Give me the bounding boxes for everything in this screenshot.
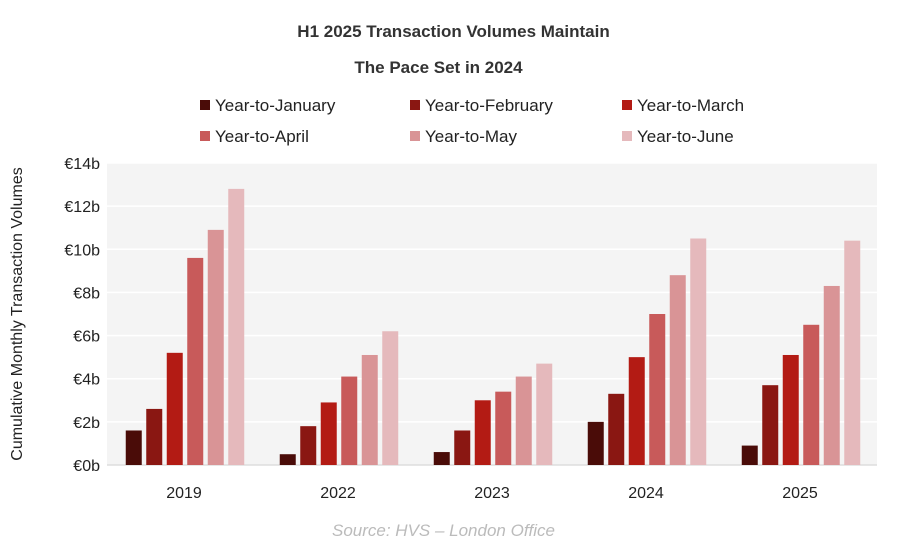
y-tick-label: €2b: [73, 415, 100, 432]
bar-2019-4: [207, 229, 224, 465]
bar-2023-5: [536, 363, 553, 465]
y-axis-label: Cumulative Monthly Transaction Volumes: [9, 167, 26, 460]
legend-swatch: [200, 131, 210, 141]
bar-2022-4: [361, 354, 378, 465]
y-tick-label: €0b: [73, 458, 100, 475]
bar-2024-0: [587, 421, 604, 465]
bar-2024-4: [669, 275, 686, 465]
bar-2025-4: [823, 285, 840, 465]
bar-2022-1: [300, 426, 317, 465]
x-tick-label: 2019: [166, 485, 202, 502]
legend-label: Year-to-March: [637, 96, 744, 115]
bar-2023-3: [495, 391, 512, 465]
bar-2019-0: [125, 430, 142, 465]
x-tick-label: 2023: [474, 485, 510, 502]
x-tick-label: 2022: [320, 485, 356, 502]
legend-swatch: [200, 100, 210, 110]
legend-swatch: [622, 100, 632, 110]
y-tick-label: €10b: [64, 242, 100, 259]
bar-2024-3: [649, 314, 666, 465]
source-note: Source: HVS – London Office: [331, 521, 556, 540]
bar-2019-2: [166, 352, 183, 465]
y-tick-label: €12b: [64, 199, 100, 216]
bar-2025-1: [762, 385, 779, 465]
legend-label: Year-to-February: [425, 96, 553, 115]
bar-2024-5: [690, 238, 707, 465]
legend-swatch: [622, 131, 632, 141]
legend-swatch: [410, 100, 420, 110]
bar-2022-0: [279, 454, 296, 465]
y-tick-label: €14b: [64, 156, 100, 173]
bar-2025-3: [803, 324, 820, 465]
bar-2023-1: [454, 430, 471, 465]
bar-2024-2: [628, 357, 645, 465]
bar-2023-0: [433, 452, 450, 465]
x-tick-label: 2024: [628, 485, 664, 502]
bar-2022-5: [382, 331, 399, 465]
bar-2023-2: [474, 400, 491, 465]
y-tick-label: €8b: [73, 285, 100, 302]
chart-title-line-1: H1 2025 Transaction Volumes Maintain: [297, 22, 610, 41]
bar-2022-3: [341, 376, 358, 465]
bar-2019-3: [187, 257, 204, 465]
bar-2022-2: [320, 402, 337, 465]
x-tick-label: 2025: [782, 485, 818, 502]
y-tick-label: €6b: [73, 329, 100, 346]
bar-2025-0: [741, 445, 758, 465]
legend-swatch: [410, 131, 420, 141]
legend-label: Year-to-May: [425, 127, 517, 146]
legend-label: Year-to-April: [215, 127, 309, 146]
bar-2019-5: [228, 188, 245, 465]
bar-2019-1: [146, 408, 163, 465]
y-tick-label: €4b: [73, 372, 100, 389]
bar-2023-4: [515, 376, 532, 465]
chart-title-line-2: The Pace Set in 2024: [354, 58, 523, 77]
legend-label: Year-to-June: [637, 127, 734, 146]
bar-2025-2: [782, 354, 799, 465]
legend-label: Year-to-January: [215, 96, 336, 115]
bar-2024-1: [608, 393, 625, 465]
bar-2025-5: [844, 240, 861, 465]
